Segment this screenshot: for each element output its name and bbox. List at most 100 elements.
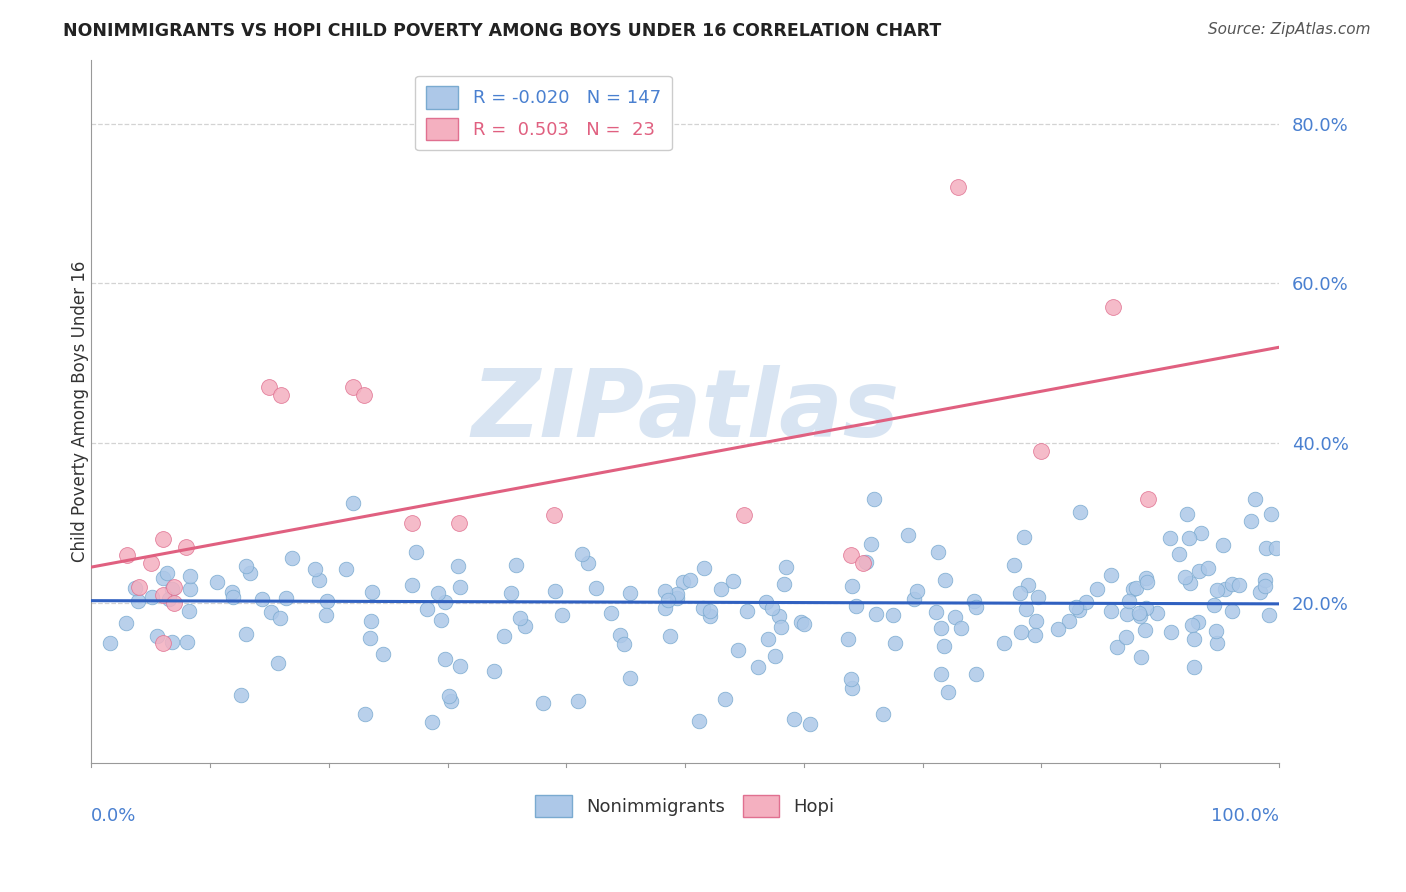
Point <box>576 556 599 570</box>
Point <box>772 577 794 591</box>
Point <box>207 575 229 590</box>
Point <box>304 561 326 575</box>
Point <box>1115 607 1137 621</box>
Point <box>141 591 163 605</box>
Point <box>790 615 813 629</box>
Point <box>371 647 394 661</box>
Point <box>1188 564 1211 578</box>
Y-axis label: Child Poverty Among Boys Under 16: Child Poverty Among Boys Under 16 <box>72 260 89 562</box>
Point <box>567 694 589 708</box>
Point <box>316 594 339 608</box>
Point <box>943 610 966 624</box>
Point <box>160 582 183 597</box>
Point <box>1146 606 1168 620</box>
Point <box>733 508 755 523</box>
Point <box>146 629 169 643</box>
Point <box>401 516 423 530</box>
Point <box>361 585 384 599</box>
Point <box>852 556 875 570</box>
Point <box>1260 508 1282 522</box>
Point <box>401 578 423 592</box>
Point <box>1129 649 1152 664</box>
Text: Source: ZipAtlas.com: Source: ZipAtlas.com <box>1208 22 1371 37</box>
Text: 100.0%: 100.0% <box>1211 806 1278 824</box>
Point <box>1205 624 1227 639</box>
Point <box>1047 622 1070 636</box>
Point <box>692 600 714 615</box>
Point <box>1135 601 1157 615</box>
Point <box>1240 514 1263 528</box>
Point <box>839 548 862 562</box>
Point <box>342 380 364 394</box>
Point <box>965 600 987 615</box>
Point <box>949 621 972 635</box>
Point <box>416 602 439 616</box>
Point <box>657 592 679 607</box>
Point <box>884 636 907 650</box>
Point <box>1220 577 1243 591</box>
Point <box>342 496 364 510</box>
Point <box>654 601 676 615</box>
Point <box>1212 538 1234 552</box>
Point <box>905 584 928 599</box>
Point <box>929 666 952 681</box>
Point <box>1137 492 1160 507</box>
Point <box>769 620 792 634</box>
Point <box>585 581 607 595</box>
Point <box>1099 567 1122 582</box>
Point <box>727 642 749 657</box>
Point <box>235 559 257 574</box>
Point <box>163 596 186 610</box>
Point <box>269 611 291 625</box>
Point <box>859 537 882 551</box>
Point <box>714 691 737 706</box>
Point <box>1253 573 1275 587</box>
Point <box>665 587 688 601</box>
Point <box>1189 526 1212 541</box>
Point <box>1010 625 1032 640</box>
Point <box>505 558 527 573</box>
Point <box>179 582 201 597</box>
Point <box>1118 593 1140 607</box>
Point <box>449 516 471 530</box>
Point <box>1067 603 1090 617</box>
Point <box>354 706 377 721</box>
Point <box>679 573 702 587</box>
Point <box>692 561 714 575</box>
Point <box>1135 624 1157 638</box>
Point <box>688 714 710 728</box>
Point <box>841 579 863 593</box>
Point <box>270 388 292 402</box>
Point <box>619 586 641 600</box>
Point <box>755 595 778 609</box>
Point <box>938 685 960 699</box>
Point <box>531 696 554 710</box>
Point <box>845 599 868 614</box>
Point <box>965 667 987 681</box>
Text: ZIPatlas: ZIPatlas <box>471 365 898 458</box>
Point <box>782 712 804 726</box>
Point <box>1182 632 1205 646</box>
Point <box>799 717 821 731</box>
Point <box>1031 444 1053 458</box>
Point <box>710 582 733 596</box>
Point <box>1258 607 1281 622</box>
Point <box>735 604 758 618</box>
Point <box>897 528 920 542</box>
Point <box>1135 571 1157 585</box>
Point <box>839 672 862 686</box>
Point <box>449 580 471 594</box>
Point <box>176 634 198 648</box>
Point <box>1101 301 1123 315</box>
Point <box>499 586 522 600</box>
Point <box>613 637 636 651</box>
Point <box>929 621 952 635</box>
Point <box>1168 548 1191 562</box>
Point <box>672 574 695 589</box>
Point <box>1244 492 1267 507</box>
Point <box>1012 530 1035 544</box>
Point <box>699 604 721 618</box>
Point <box>1206 583 1229 598</box>
Point <box>274 591 297 605</box>
Point <box>619 671 641 685</box>
